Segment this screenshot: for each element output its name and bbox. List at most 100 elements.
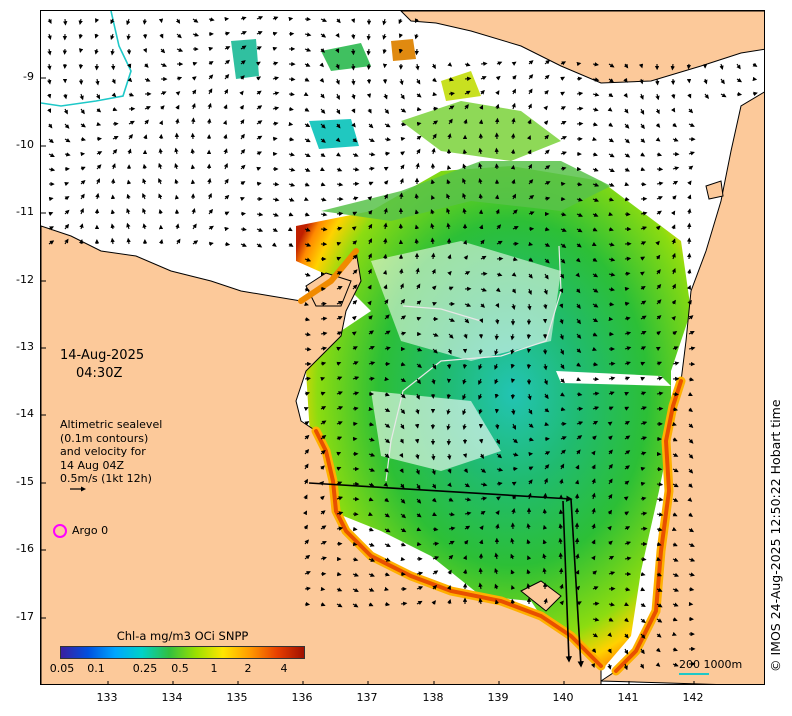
velocity-arrow: [304, 287, 310, 292]
velocity-arrow: [511, 303, 516, 310]
velocity-arrow: [336, 603, 343, 608]
velocity-arrow: [576, 421, 584, 426]
velocity-arrow: [608, 301, 615, 307]
velocity-arrow: [527, 163, 533, 170]
velocity-arrow: [414, 224, 420, 230]
velocity-arrow: [207, 177, 212, 185]
velocity-arrow: [207, 102, 212, 110]
velocity-arrow: [414, 33, 419, 40]
velocity-arrow: [671, 526, 677, 531]
velocity-arrow: [223, 162, 228, 170]
velocity-arrow: [288, 182, 296, 187]
velocity-arrow: [272, 121, 279, 126]
velocity-arrow: [462, 177, 467, 185]
velocity-arrow: [688, 423, 694, 429]
velocity-arrow: [591, 648, 597, 653]
velocity-arrow: [462, 408, 467, 416]
velocity-arrow: [448, 91, 455, 96]
velocity-arrow: [720, 78, 725, 85]
velocity-arrow: [336, 496, 344, 501]
velocity-arrow: [384, 572, 390, 577]
velocity-arrow: [336, 391, 343, 396]
velocity-arrow: [64, 238, 69, 245]
velocity-arrow: [352, 196, 359, 201]
velocity-arrow: [272, 76, 280, 81]
velocity-arrow: [126, 179, 132, 185]
velocity-arrow: [94, 48, 99, 55]
velocity-arrow: [640, 152, 646, 157]
velocity-arrow: [688, 453, 694, 459]
velocity-arrow: [543, 378, 548, 386]
colorbar-title: Chl-a mg/m3 OCi SNPP: [116, 629, 249, 643]
velocity-arrow: [208, 74, 214, 80]
velocity-arrow: [462, 453, 468, 459]
velocity-arrow: [382, 48, 387, 55]
velocity-arrow: [351, 315, 357, 321]
velocity-arrow: [656, 315, 662, 320]
velocity-arrow: [688, 122, 695, 127]
velocity-arrow: [495, 523, 500, 530]
velocity-arrow: [688, 468, 694, 474]
velocity-arrow: [592, 406, 600, 411]
velocity-arrow: [304, 272, 311, 277]
velocity-arrow: [415, 393, 420, 400]
velocity-arrow: [607, 435, 613, 441]
velocity-arrow: [688, 542, 695, 547]
velocity-arrow: [656, 210, 662, 215]
velocity-arrow: [416, 135, 422, 141]
velocity-arrow: [142, 207, 147, 215]
velocity-arrow: [560, 212, 567, 217]
velocity-arrow: [576, 197, 583, 202]
velocity-arrow: [95, 192, 100, 200]
velocity-arrow: [592, 288, 599, 293]
velocity-arrow: [495, 510, 500, 516]
velocity-arrow: [336, 376, 343, 381]
velocity-arrow: [384, 151, 391, 156]
velocity-arrow: [447, 348, 452, 355]
velocity-arrow: [558, 552, 563, 560]
velocity-arrow: [47, 48, 52, 56]
velocity-arrow: [671, 299, 676, 305]
velocity-arrow: [383, 193, 388, 200]
velocity-arrow: [304, 77, 310, 82]
velocity-arrow: [510, 553, 515, 560]
velocity-arrow: [544, 464, 550, 470]
velocity-arrow: [526, 569, 531, 575]
velocity-arrow: [192, 18, 199, 23]
velocity-arrow: [464, 318, 470, 324]
velocity-arrow: [191, 102, 196, 110]
velocity-arrow: [336, 421, 343, 426]
velocity-arrow: [240, 133, 245, 140]
velocity-arrow: [416, 498, 422, 504]
velocity-arrow: [368, 166, 375, 171]
velocity-arrow: [432, 77, 437, 83]
velocity-arrow: [414, 209, 420, 215]
velocity-arrow: [623, 77, 628, 83]
velocity-arrow: [224, 46, 231, 51]
velocity-arrow: [478, 162, 483, 170]
velocity-arrow: [64, 123, 70, 129]
velocity-arrow: [95, 93, 101, 100]
velocity-arrow: [336, 481, 343, 486]
velocity-arrow: [495, 75, 501, 81]
velocity-arrow: [430, 194, 436, 200]
velocity-arrow: [335, 137, 341, 143]
velocity-arrow: [208, 208, 213, 215]
velocity-arrow: [576, 228, 583, 233]
velocity-arrow: [304, 32, 312, 37]
velocity-arrow: [400, 362, 406, 367]
velocity-arrow: [480, 510, 486, 516]
velocity-arrow: [399, 268, 404, 275]
velocity-arrow: [494, 583, 499, 590]
velocity-arrow: [158, 162, 163, 170]
velocity-arrow: [720, 93, 727, 98]
velocity-arrow: [592, 107, 599, 112]
velocity-arrow: [494, 378, 499, 385]
velocity-arrow: [512, 466, 518, 472]
velocity-arrow: [319, 62, 324, 68]
velocity-arrow: [240, 211, 246, 217]
velocity-arrow: [624, 556, 632, 561]
velocity-arrow: [174, 163, 179, 170]
velocity-arrow: [304, 138, 311, 143]
velocity-arrow: [496, 496, 501, 501]
